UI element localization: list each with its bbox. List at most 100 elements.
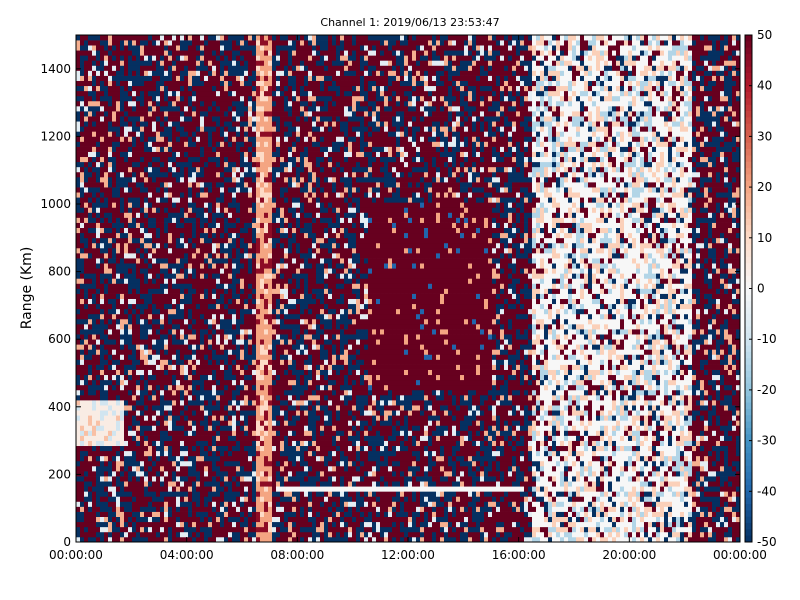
heatmap-cell bbox=[144, 369, 149, 376]
heatmap-cell bbox=[272, 410, 277, 416]
heatmap-cell bbox=[124, 445, 129, 452]
heatmap-cell bbox=[232, 364, 237, 370]
heatmap-cell bbox=[156, 283, 161, 289]
heatmap-cell bbox=[256, 405, 261, 411]
heatmap-cell bbox=[264, 217, 269, 223]
heatmap-cell bbox=[120, 131, 125, 137]
heatmap-cell bbox=[212, 131, 217, 137]
heatmap-cell bbox=[248, 176, 253, 183]
heatmap-cell bbox=[112, 374, 117, 381]
heatmap-cell bbox=[272, 192, 277, 198]
heatmap-cell bbox=[148, 400, 153, 406]
heatmap-cell bbox=[208, 217, 213, 223]
heatmap-cell bbox=[184, 435, 189, 441]
heatmap-cell bbox=[116, 187, 121, 193]
heatmap-cell bbox=[96, 212, 101, 218]
heatmap-cell bbox=[260, 308, 265, 315]
heatmap-cell bbox=[112, 430, 117, 436]
heatmap-cell bbox=[144, 105, 149, 112]
heatmap-cell bbox=[164, 344, 169, 350]
heatmap-cell bbox=[108, 394, 113, 401]
heatmap-cell bbox=[252, 481, 257, 487]
heatmap-cell bbox=[136, 430, 141, 436]
heatmap-cell bbox=[80, 425, 85, 431]
heatmap-cell bbox=[92, 349, 97, 355]
heatmap-cell bbox=[248, 486, 253, 492]
heatmap-cell bbox=[232, 410, 237, 416]
heatmap-cell bbox=[200, 263, 205, 269]
heatmap-cell bbox=[80, 111, 85, 117]
heatmap-cell bbox=[156, 369, 161, 376]
heatmap-cell bbox=[204, 263, 209, 269]
heatmap-cell bbox=[196, 176, 201, 183]
heatmap-cell bbox=[136, 308, 141, 315]
heatmap-cell bbox=[148, 95, 153, 102]
heatmap-cell bbox=[184, 207, 189, 213]
heatmap-cell bbox=[232, 531, 237, 538]
heatmap-cell bbox=[216, 283, 221, 289]
heatmap-cell bbox=[220, 187, 225, 193]
heatmap-cell bbox=[216, 359, 221, 365]
heatmap-cell bbox=[236, 384, 241, 391]
heatmap-cell bbox=[168, 496, 173, 502]
heatmap-cell bbox=[164, 496, 169, 502]
heatmap-cell bbox=[216, 501, 221, 507]
heatmap-cell bbox=[140, 476, 145, 482]
heatmap-cell bbox=[176, 95, 181, 102]
heatmap-cell bbox=[132, 146, 137, 152]
heatmap-cell bbox=[120, 364, 125, 370]
heatmap-cell bbox=[252, 445, 257, 452]
heatmap-cell bbox=[116, 55, 121, 61]
heatmap-cell bbox=[140, 359, 145, 365]
heatmap-cell bbox=[160, 476, 165, 482]
heatmap-cell bbox=[168, 481, 173, 487]
heatmap-cell bbox=[104, 151, 109, 158]
heatmap-cell bbox=[224, 80, 229, 87]
heatmap-cell bbox=[224, 440, 229, 447]
heatmap-cell bbox=[156, 247, 161, 254]
heatmap-cell bbox=[248, 323, 253, 330]
heatmap-cell bbox=[156, 400, 161, 406]
heatmap-cell bbox=[88, 146, 93, 152]
heatmap-cell bbox=[196, 450, 201, 457]
heatmap-cell bbox=[160, 151, 165, 158]
heatmap-cell bbox=[136, 364, 141, 370]
heatmap-cell bbox=[172, 359, 177, 365]
heatmap-cell bbox=[180, 273, 185, 279]
heatmap-cell bbox=[204, 161, 209, 168]
heatmap-cell bbox=[80, 278, 85, 284]
heatmap-cell bbox=[112, 136, 117, 142]
heatmap-cell bbox=[128, 247, 133, 254]
heatmap-cell bbox=[184, 303, 189, 310]
heatmap-cell bbox=[116, 531, 121, 538]
heatmap-cell bbox=[124, 45, 129, 51]
heatmap-cell bbox=[228, 410, 233, 416]
heatmap-cell bbox=[244, 486, 249, 492]
heatmap-cell bbox=[108, 242, 113, 249]
heatmap-cell bbox=[88, 364, 93, 370]
heatmap-cell bbox=[268, 359, 273, 365]
heatmap-cell bbox=[224, 298, 229, 305]
heatmap-cell bbox=[76, 415, 81, 421]
heatmap-cell bbox=[92, 161, 97, 168]
heatmap-cell bbox=[224, 445, 229, 452]
heatmap-cell bbox=[100, 268, 105, 274]
heatmap-cell bbox=[160, 308, 165, 315]
heatmap-cell bbox=[84, 222, 89, 229]
heatmap-cell bbox=[172, 176, 177, 183]
heatmap-cell bbox=[136, 455, 141, 462]
heatmap-cell bbox=[268, 354, 273, 360]
heatmap-cell bbox=[184, 166, 189, 173]
heatmap-cell bbox=[204, 253, 209, 259]
heatmap-cell bbox=[204, 105, 209, 112]
heatmap-cell bbox=[180, 111, 185, 117]
heatmap-cell bbox=[248, 354, 253, 360]
heatmap-cell bbox=[136, 217, 141, 223]
heatmap-cell bbox=[116, 491, 121, 497]
heatmap-cell bbox=[260, 516, 265, 523]
heatmap-cell bbox=[224, 455, 229, 462]
heatmap-cell bbox=[96, 80, 101, 87]
heatmap-cell bbox=[88, 298, 93, 305]
heatmap-cell bbox=[120, 212, 125, 218]
heatmap-cell bbox=[256, 166, 261, 173]
